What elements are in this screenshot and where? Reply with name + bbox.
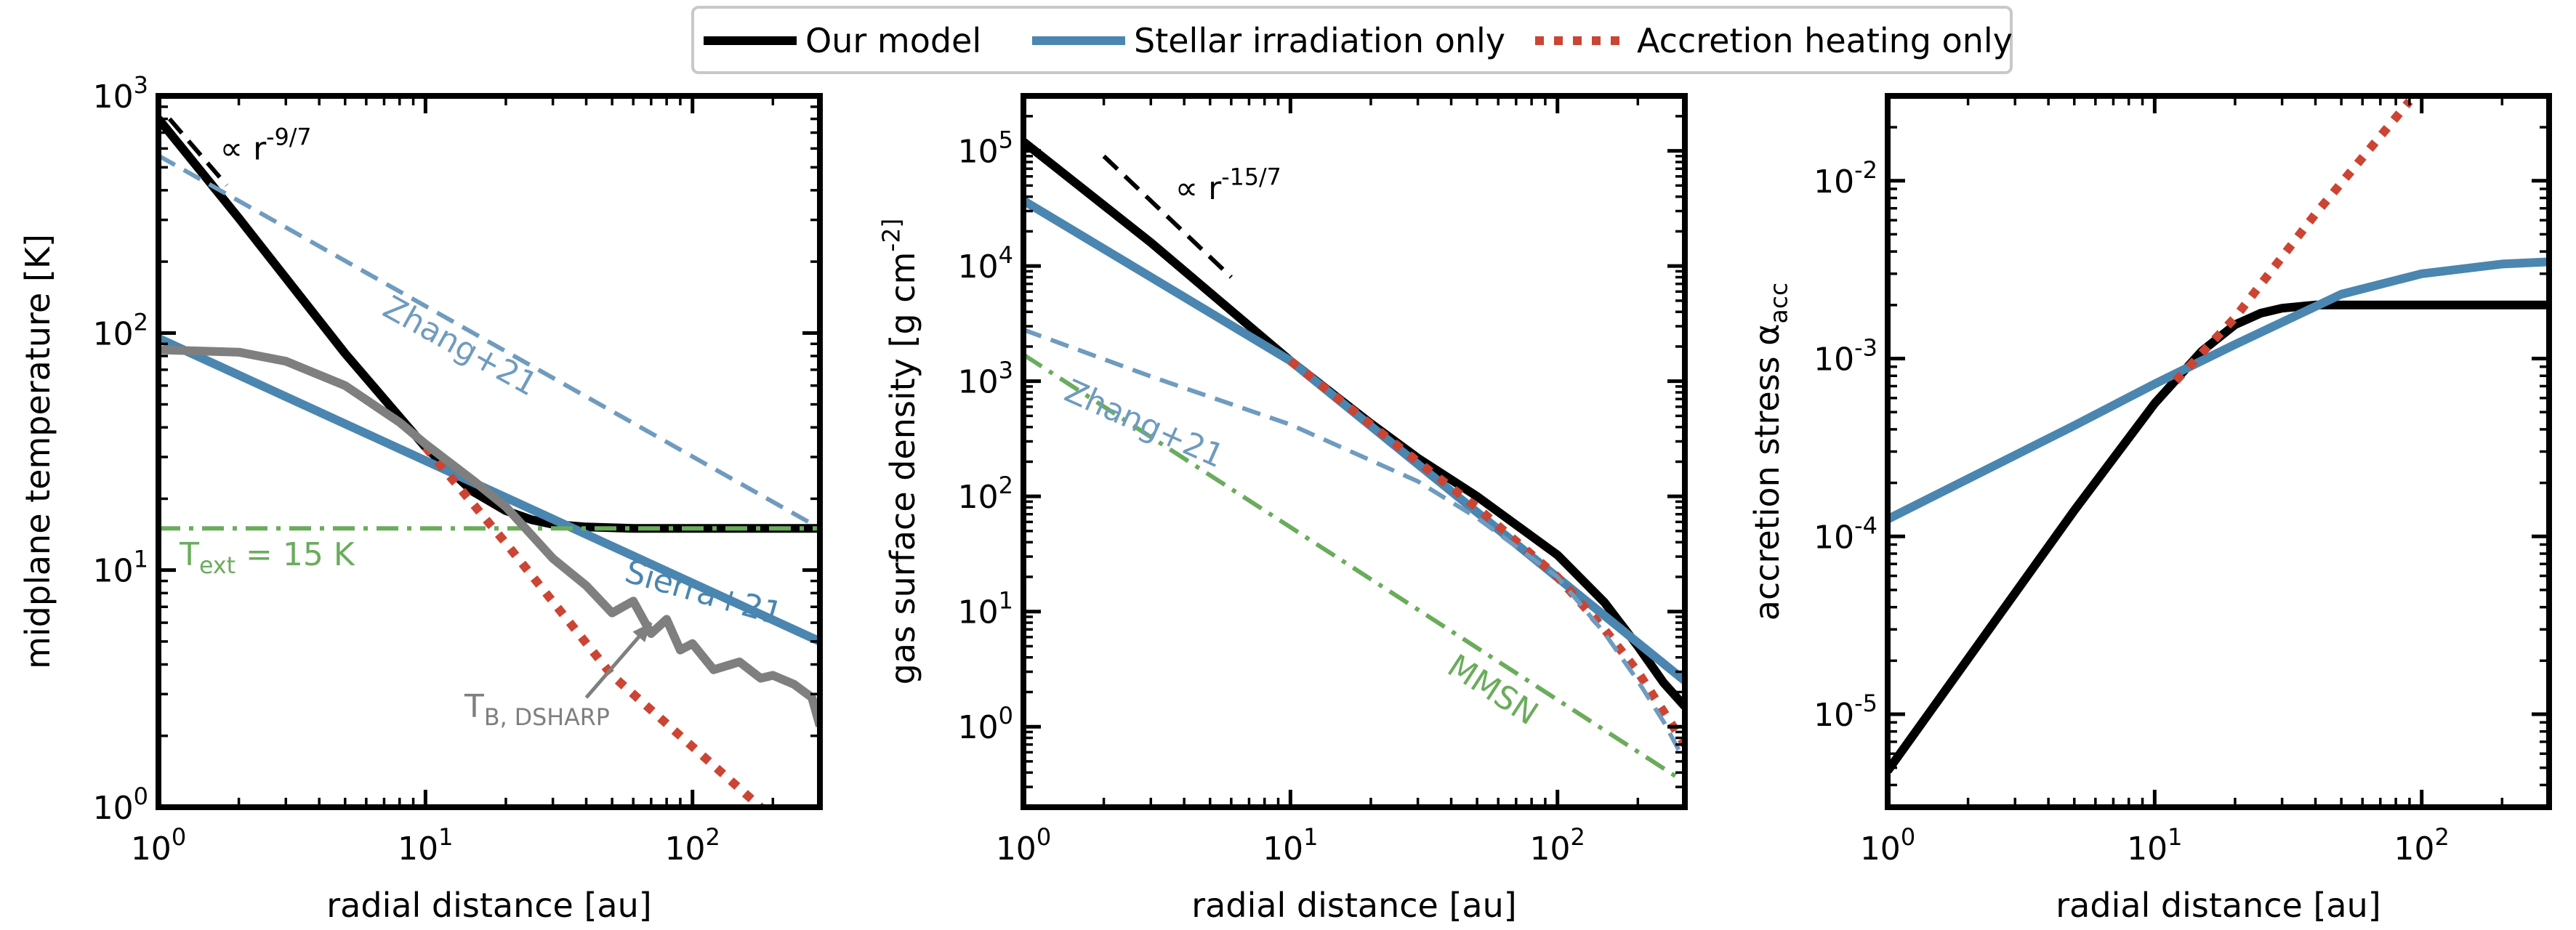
axes-frame xyxy=(1885,93,2552,810)
series-5 xyxy=(158,345,820,727)
annotation-t-b-dsharp: TB, DSHARP xyxy=(464,688,610,731)
series-our-model xyxy=(1023,138,1685,710)
annotation-zhang-21: Zhang+21 xyxy=(377,289,543,404)
legend-label: Our model xyxy=(805,21,981,60)
legend-item-accretion-heating-only: Accretion heating only xyxy=(1535,21,2013,60)
ticks xyxy=(1021,94,1686,809)
y-tick-label: 103 xyxy=(93,71,148,116)
y-axis-label: gas surface density [g cm-2] xyxy=(877,219,922,685)
x-tick-label: 101 xyxy=(1263,823,1318,868)
y-tick-label: 100 xyxy=(958,702,1013,746)
y-tick-label: 105 xyxy=(958,126,1013,171)
arrow-head xyxy=(632,623,651,642)
series-our-model xyxy=(158,116,820,533)
legend-item-stellar-irradiation-only: Stellar irradiation only xyxy=(1032,21,1505,60)
plot-area xyxy=(1888,98,2549,774)
series-4 xyxy=(1023,352,1685,785)
ticks xyxy=(1885,94,2551,809)
legend-item-our-model: Our model xyxy=(704,21,981,60)
legend-label: Accretion heating only xyxy=(1637,21,2013,60)
legend-frame xyxy=(691,6,2013,74)
surface-density-panel: Zhang+21 MMSN ∝ r-15/7 100 101 102 100 101 102 10… xyxy=(877,93,1688,925)
legend: Our model Stellar irradiation only Accreti… xyxy=(691,6,2013,74)
plot-area xyxy=(1023,138,1685,785)
x-tick-label: 100 xyxy=(996,823,1051,868)
series-stellar-irradiation-only xyxy=(1888,257,2549,523)
x-tick-label: 100 xyxy=(1860,823,1915,868)
annotation-r-15-7: ∝ r-15/7 xyxy=(1175,164,1281,207)
y-axis-label: midplane temperature [K] xyxy=(18,234,57,669)
series-6 xyxy=(167,117,229,187)
axes-frame xyxy=(156,93,823,810)
y-tick-label: 10-2 xyxy=(1814,156,1877,201)
annotation-mmsn: MMSN xyxy=(1441,647,1544,732)
x-tick-label: 100 xyxy=(131,823,186,868)
y-tick-label: 101 xyxy=(93,546,148,590)
axes-frame xyxy=(1021,93,1688,810)
x-axis-label: radial distance [au] xyxy=(326,886,651,925)
y-tick-label: 10-3 xyxy=(1814,334,1877,379)
x-tick-label: 102 xyxy=(1530,823,1585,868)
series-our-model xyxy=(1888,300,2549,774)
series-accretion-heating-only xyxy=(422,444,768,807)
x-tick-label: 101 xyxy=(2127,823,2182,868)
y-tick-label: 102 xyxy=(93,308,148,352)
annotation-zhang-21: Zhang+21 xyxy=(1059,373,1229,476)
x-tick-label: 101 xyxy=(398,823,453,868)
series-accretion-heating-only xyxy=(1287,357,1685,748)
series-3 xyxy=(1023,327,1685,763)
y-tick-label: 104 xyxy=(958,241,1013,286)
y-axis-label: accretion stress αacc xyxy=(1747,283,1793,621)
x-tick-label: 102 xyxy=(2394,823,2450,868)
annotation-r-9-7: ∝ r-9/7 xyxy=(220,125,312,168)
plot-area xyxy=(158,116,820,807)
x-axis-label: radial distance [au] xyxy=(1191,886,1516,925)
y-tick-label: 101 xyxy=(958,587,1013,631)
legend-label: Stellar irradiation only xyxy=(1134,21,1505,60)
y-tick-label: 10-4 xyxy=(1814,512,1877,556)
y-tick-label: 100 xyxy=(93,783,148,827)
ticks xyxy=(156,94,821,809)
accretion-stress-panel: 100 101 102 10-5 10-4 10-3 10-2 radial distance… xyxy=(1747,93,2552,925)
series-5 xyxy=(1102,154,1233,279)
series-3 xyxy=(158,153,820,530)
annotation-t-ext-15-k: Text = 15 K xyxy=(179,536,355,579)
y-tick-label: 103 xyxy=(958,357,1013,401)
series-accretion-heating-only xyxy=(2173,98,2413,384)
y-tick-label: 10-5 xyxy=(1814,690,1877,734)
x-axis-label: radial distance [au] xyxy=(2056,886,2380,925)
x-tick-label: 102 xyxy=(665,823,720,868)
y-tick-label: 102 xyxy=(958,472,1013,516)
